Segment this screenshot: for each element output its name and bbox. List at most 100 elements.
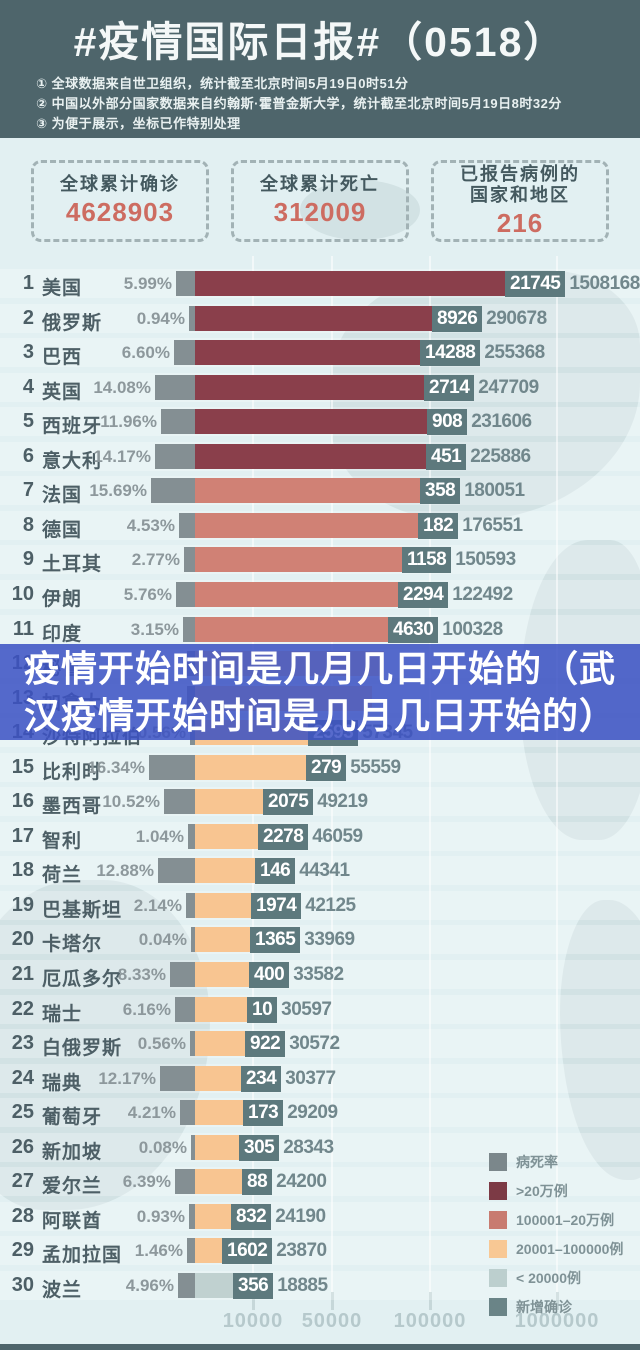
death-rate-value: 15.69% — [89, 481, 147, 500]
country-name: 西班牙 — [42, 416, 103, 437]
total-cases-value: 30377 — [285, 1067, 336, 1089]
death-rate-value: 6.16% — [122, 1000, 171, 1019]
legend-label: 病死率 — [516, 1154, 558, 1170]
new-cases-badge: 1158 — [402, 546, 452, 573]
country-row: 29 孟加拉国 1.46% 1602 23870 — [0, 1233, 640, 1268]
stat-label: 已报告病例的 国家和地区 — [460, 163, 580, 205]
death-rate-value: 6.39% — [122, 1172, 171, 1191]
death-rate-bar — [175, 997, 195, 1022]
total-cases-value: 176551 — [462, 514, 523, 536]
row-background-band — [0, 1236, 640, 1265]
rank-label: 2 — [22, 307, 34, 329]
footer-strip — [0, 1344, 640, 1350]
death-rate-value: 0.93% — [136, 1207, 185, 1226]
legend-item: 20001–100000例 — [489, 1240, 623, 1258]
global-stats: 全球累计确诊 4628903 全球累计死亡 312009 已报告病例的 国家和地… — [0, 160, 640, 242]
death-rate-value: 12.88% — [96, 861, 154, 880]
death-rate-bar — [189, 1204, 195, 1229]
legend-item: 100001–20万例 — [489, 1211, 623, 1229]
country-name: 美国 — [42, 278, 83, 299]
report-header: #疫情国际日报#（0518） ① 全球数据来自世卫组织，统计截至北京时间5月19… — [0, 0, 640, 138]
death-rate-value: 0.94% — [136, 309, 185, 328]
country-row: 30 波兰 4.96% 356 18885 — [0, 1268, 640, 1303]
total-cases-value: 55559 — [350, 756, 401, 778]
cases-bar — [195, 755, 306, 780]
total-cases-value: 122492 — [452, 583, 513, 605]
death-rate-value: 4.96% — [125, 1276, 174, 1295]
death-rate-value: 5.76% — [123, 585, 172, 604]
axis-tick-label: 100000 — [393, 1310, 467, 1332]
bar-line: 2075 49219 — [195, 788, 368, 815]
death-rate-value: 3.15% — [130, 620, 179, 639]
rank-label: 22 — [11, 998, 34, 1020]
death-rate-value: 16.34% — [87, 758, 145, 777]
country-row: 9 土耳其 2.77% 1158 150593 — [0, 542, 640, 577]
total-cases-value: 180051 — [464, 479, 525, 501]
bar-line: 908 231606 — [195, 408, 532, 435]
bar-line: 21745 1508168 — [195, 270, 640, 297]
cases-bar — [195, 962, 249, 987]
cases-bar — [195, 1273, 233, 1298]
row-background-band — [0, 925, 640, 954]
country-row: 3 巴西 6.60% 14288 255368 — [0, 335, 640, 370]
rank-label: 3 — [22, 341, 34, 363]
legend-swatch-icon — [489, 1269, 507, 1287]
row-background-band — [0, 960, 640, 989]
death-rate-value: 5.99% — [123, 274, 172, 293]
bar-line: 4630 100328 — [195, 616, 503, 643]
rank-label: 16 — [11, 790, 34, 812]
cases-bar — [195, 789, 263, 814]
country-name: 俄罗斯 — [42, 313, 103, 334]
death-rate-bar — [164, 789, 195, 814]
cases-bar — [195, 1204, 231, 1229]
legend-label: >20万例 — [516, 1183, 568, 1199]
row-background-band — [0, 1133, 640, 1162]
cases-bar — [195, 858, 255, 883]
legend-item: < 20000例 — [489, 1269, 623, 1287]
rank-label: 9 — [22, 548, 34, 570]
cases-bar — [195, 997, 247, 1022]
country-row: 10 伊朗 5.76% 2294 122492 — [0, 577, 640, 612]
total-cases-value: 23870 — [276, 1239, 327, 1261]
new-cases-badge: 1602 — [222, 1237, 273, 1264]
total-cases-value: 42125 — [305, 894, 356, 916]
death-rate-value: 1.04% — [135, 827, 184, 846]
total-cases-value: 247709 — [478, 376, 539, 398]
country-name: 法国 — [42, 485, 83, 506]
rank-label: 18 — [11, 859, 34, 881]
axis-tickmark — [252, 1292, 255, 1310]
cases-bar — [195, 582, 398, 607]
rank-label: 1 — [22, 272, 34, 294]
death-rate-bar — [179, 513, 195, 538]
total-cases-value: 225886 — [470, 445, 531, 467]
country-row: 15 比利时 16.34% 279 55559 — [0, 750, 640, 785]
rank-label: 28 — [11, 1205, 34, 1227]
total-cases-value: 290678 — [486, 307, 547, 329]
bar-line: 2714 247709 — [195, 374, 539, 401]
legend-item: 病死率 — [489, 1153, 623, 1171]
cases-bar — [195, 271, 505, 296]
caption-overlay: 疫情开始时间是几月几日开始的（武 汉疫情开始时间是几月几日开始的） — [0, 644, 640, 740]
rank-label: 8 — [22, 514, 34, 536]
death-rate-value: 2.77% — [131, 550, 180, 569]
bar-line: 356 18885 — [195, 1272, 328, 1299]
death-rate-bar — [188, 824, 195, 849]
cases-bar — [195, 893, 251, 918]
note-line: ① 全球数据来自世卫组织，统计截至北京时间5月19日0时51分 — [36, 76, 409, 91]
new-cases-badge: 10 — [247, 996, 278, 1023]
caption-line: 汉疫情开始时间是几月几日开始的） — [23, 695, 616, 736]
death-rate-bar — [155, 444, 195, 469]
country-name: 荷兰 — [42, 865, 83, 886]
row-background-band — [0, 787, 640, 816]
total-cases-value: 24200 — [276, 1170, 327, 1192]
cases-bar — [195, 1100, 243, 1125]
legend-swatch-icon — [489, 1298, 507, 1316]
total-cases-value: 255368 — [484, 341, 545, 363]
total-cases-value: 30597 — [281, 998, 332, 1020]
legend-swatch-icon — [489, 1240, 507, 1258]
country-name: 葡萄牙 — [42, 1107, 103, 1128]
bar-line: 10 30597 — [195, 996, 332, 1023]
cases-bar — [195, 1135, 239, 1160]
rank-label: 25 — [11, 1101, 34, 1123]
total-cases-value: 150593 — [455, 548, 516, 570]
